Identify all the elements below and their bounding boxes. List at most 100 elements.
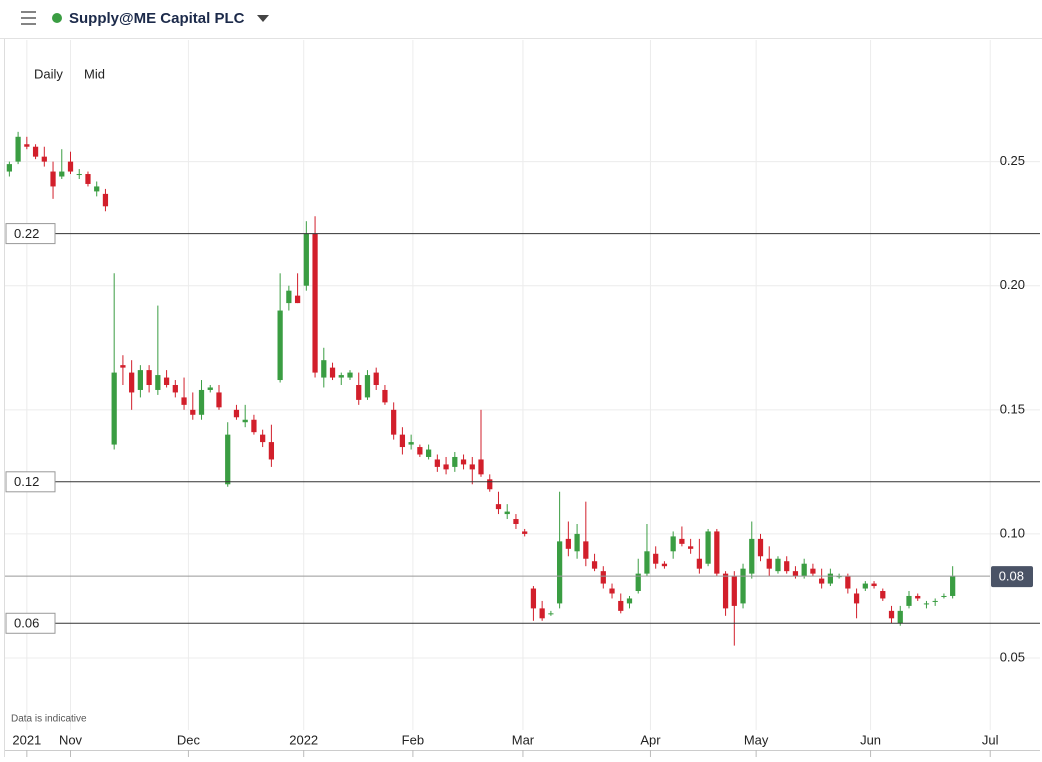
candle-body [565, 538, 571, 549]
overlay: 0.22 0.12 0.06 0.08 [5, 223, 1040, 634]
candle-body [557, 541, 563, 604]
candle-body [364, 375, 371, 398]
candle-body [452, 456, 458, 467]
candle-body [853, 593, 860, 604]
x-tick-label: Jun [860, 732, 881, 747]
candle-body [102, 193, 109, 207]
candle-body [207, 387, 213, 390]
candle-body [530, 588, 537, 609]
candle-body [181, 397, 187, 405]
candle-body [626, 598, 633, 604]
candle-body [417, 447, 423, 455]
candle-body [522, 531, 528, 534]
interval-button[interactable]: Daily [34, 66, 63, 81]
candle-body [294, 295, 301, 304]
candle-body [6, 164, 12, 172]
candle-body [635, 573, 641, 592]
candle-body [757, 538, 764, 557]
dropdown-arrow[interactable] [257, 15, 269, 22]
candle-body [705, 531, 711, 564]
candle-body [609, 588, 615, 594]
candle-body [696, 558, 702, 569]
candle-body [50, 171, 56, 187]
candle-body [15, 136, 21, 162]
candle-body [356, 385, 362, 400]
candle-body [268, 442, 275, 460]
candle-body [76, 174, 82, 176]
candle-body [338, 375, 344, 378]
x-tick-label: 2022 [289, 732, 318, 747]
candle-body [722, 573, 729, 609]
candle-body [347, 372, 353, 378]
candle-body [766, 558, 772, 569]
candle-body [487, 479, 493, 490]
x-tick-label: Nov [59, 732, 83, 747]
candle-body [425, 449, 432, 457]
candle-body [329, 367, 336, 378]
price-type-button[interactable]: Mid [84, 66, 105, 81]
candle-body [950, 576, 956, 596]
candle-body [644, 551, 650, 574]
candle-body [670, 536, 676, 552]
candle-body [591, 561, 598, 569]
candle-body [59, 171, 65, 177]
candle-body [85, 174, 91, 184]
candle-body [932, 600, 938, 602]
grid: 0.05 0.10 0.15 0.20 0.25 2021 Nov Dec 2022 Feb Mar… [5, 40, 1040, 757]
candle-body [460, 459, 467, 465]
candle-body [373, 372, 379, 385]
candle-body [94, 186, 100, 192]
candle-body [242, 419, 248, 423]
candle-body [67, 161, 74, 172]
candle-body [740, 568, 746, 604]
candle-body [749, 538, 755, 574]
y-tick-label: 0.10 [1000, 525, 1025, 540]
x-tick-label: 2021 [12, 732, 41, 747]
last-price-box [991, 566, 1033, 588]
candle-body [775, 558, 781, 572]
menu-icon[interactable] [21, 11, 36, 25]
x-tick-label: Jul [982, 732, 999, 747]
candle-body [731, 576, 737, 606]
candle-body [233, 409, 240, 418]
candle-body [146, 370, 152, 385]
candle-body [862, 583, 868, 589]
last-price-label: 0.08 [999, 569, 1024, 584]
candle-body [251, 419, 257, 433]
instrument-title[interactable]: Supply@ME Capital PLC [69, 10, 245, 27]
candle-body [819, 578, 825, 584]
candle-body [163, 377, 170, 385]
candle-body [897, 610, 903, 624]
candle-body [190, 409, 196, 415]
candle-body [111, 372, 117, 445]
y-tick-label: 0.15 [1000, 401, 1025, 416]
candle-body [600, 571, 606, 584]
y-tick-label: 0.25 [1000, 153, 1025, 168]
candle-body [880, 591, 886, 599]
level-label: 0.06 [14, 616, 39, 631]
candle-body [653, 553, 659, 564]
x-tick-label: Feb [402, 732, 424, 747]
candle-body [679, 538, 685, 544]
candle-body [906, 595, 912, 606]
candle-body [539, 608, 545, 619]
candle-body [399, 434, 406, 448]
candle-body [810, 568, 816, 574]
candle-body [434, 459, 440, 467]
candle-body [923, 603, 930, 605]
candle-body [277, 310, 283, 381]
candle-body [24, 144, 30, 147]
candle-body [172, 385, 178, 393]
candle-body [871, 583, 877, 587]
candle-body [504, 511, 510, 515]
candle-body [408, 442, 414, 445]
candle-body [286, 290, 292, 304]
candle-body [443, 464, 449, 470]
candle-body [312, 233, 318, 373]
candle-body [714, 531, 720, 574]
candle-body [941, 595, 947, 597]
candle-body [688, 546, 694, 549]
candle-body [129, 372, 135, 393]
candle-body [574, 533, 580, 552]
